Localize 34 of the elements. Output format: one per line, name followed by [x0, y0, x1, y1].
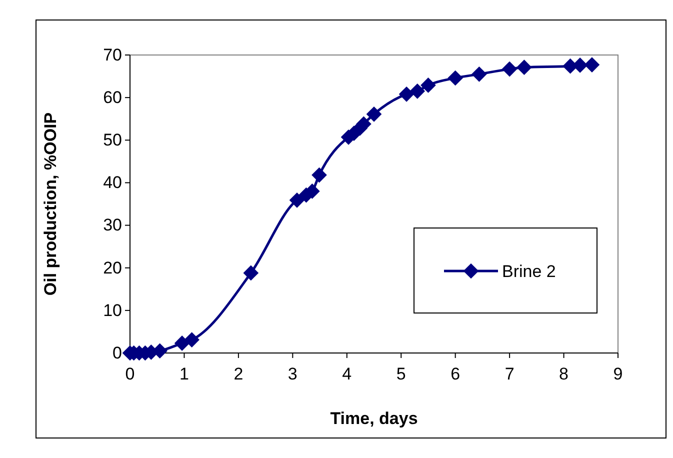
point [584, 57, 600, 72]
y-tick-label: 40 [103, 173, 122, 192]
point [410, 84, 426, 99]
point [448, 70, 464, 86]
point [516, 60, 532, 76]
y-tick-label: 60 [103, 88, 122, 108]
point [289, 192, 305, 208]
point [312, 167, 327, 183]
y-tick-label: 10 [103, 300, 122, 320]
y-tick-label: 20 [103, 258, 122, 278]
x-tick-label: 4 [342, 364, 352, 384]
x-tick-label: 3 [288, 364, 298, 384]
point [398, 86, 414, 102]
point [184, 332, 200, 348]
x-tick-label: 7 [504, 364, 514, 384]
x-tick-label: 6 [450, 364, 460, 384]
x-axis-title: Time, days [330, 409, 418, 428]
point [502, 61, 518, 77]
x-tick-label: 1 [179, 364, 189, 384]
point [420, 78, 436, 93]
y-tick-label: 50 [103, 130, 122, 150]
y-tick-label: 30 [103, 216, 122, 235]
y-tick-label: 0 [112, 343, 122, 362]
x-tick-label: 8 [559, 364, 569, 384]
x-tick-label: 2 [234, 364, 244, 384]
x-tick-label: 0 [125, 364, 135, 384]
y-axis-title: Oil production, %OOIP [40, 112, 60, 296]
point [243, 265, 259, 281]
legend-label: Brine 2 [502, 262, 556, 281]
x-tick-label: 5 [396, 364, 406, 384]
point [366, 106, 382, 122]
point [472, 66, 487, 82]
y-tick-label: 70 [103, 45, 122, 64]
x-tick-label: 9 [613, 364, 623, 384]
